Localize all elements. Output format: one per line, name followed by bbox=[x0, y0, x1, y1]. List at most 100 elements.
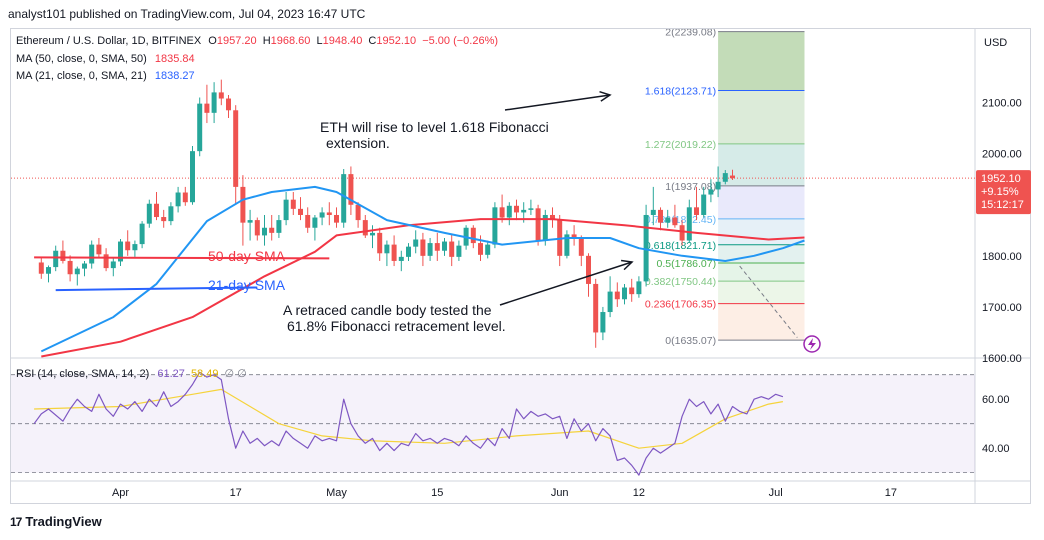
fib-level-label: 1.618(2123.71) bbox=[645, 86, 716, 98]
candle-body bbox=[614, 291, 620, 300]
fib-level-label: 1.272(2019.22) bbox=[645, 139, 716, 151]
fib-level-label: 0.5(1786.07) bbox=[657, 258, 717, 270]
low-value: 1948.40 bbox=[322, 35, 363, 47]
time-axis-label: Jul bbox=[769, 487, 783, 499]
ma50-legend: MA (50, close, 0, SMA, 50) 1835.84 bbox=[16, 53, 195, 65]
candle bbox=[614, 282, 620, 307]
candle-body bbox=[384, 244, 390, 254]
sma21-annotation-line bbox=[55, 286, 258, 292]
high-label: H bbox=[262, 35, 271, 47]
rsi-tick-label: 40.00 bbox=[982, 443, 1010, 455]
candle bbox=[708, 179, 714, 203]
candle bbox=[125, 230, 131, 256]
candle-body bbox=[629, 287, 635, 295]
candle-body bbox=[341, 174, 347, 223]
candle-body bbox=[406, 246, 411, 257]
open-value: 1957.20 bbox=[216, 35, 257, 47]
bottom-annotation-line1: A retraced candle body tested the bbox=[283, 302, 492, 318]
candle bbox=[46, 265, 51, 283]
candle-body bbox=[391, 244, 397, 261]
tradingview-logo-icon: 17 bbox=[10, 514, 22, 529]
candle bbox=[550, 207, 555, 228]
rsi-band bbox=[11, 374, 975, 473]
candle-body bbox=[67, 260, 73, 275]
candle bbox=[67, 255, 73, 282]
candle bbox=[132, 240, 138, 257]
candle bbox=[456, 240, 462, 261]
candle bbox=[636, 276, 642, 298]
candle bbox=[161, 209, 167, 228]
candle-body bbox=[478, 243, 483, 255]
candle-body bbox=[679, 225, 685, 241]
close-label: C bbox=[368, 35, 377, 47]
candle-body bbox=[578, 237, 584, 256]
candle bbox=[528, 199, 534, 215]
fib-level-label: 0(1635.07) bbox=[665, 335, 716, 347]
time-axis-label: 17 bbox=[230, 487, 242, 499]
candle bbox=[240, 175, 246, 246]
fib-zone bbox=[718, 262, 805, 282]
chart-frame bbox=[10, 28, 1031, 504]
candle bbox=[226, 94, 231, 118]
fib-level-label: 2(2239.08) bbox=[665, 27, 716, 39]
candle bbox=[370, 225, 375, 249]
candle bbox=[492, 202, 498, 249]
candle-body bbox=[636, 281, 642, 295]
candle bbox=[118, 238, 123, 267]
low-label: L bbox=[316, 35, 323, 47]
candle bbox=[197, 97, 203, 157]
time-axis-label: 12 bbox=[633, 487, 645, 499]
candle-body bbox=[434, 243, 440, 251]
candle-body bbox=[715, 181, 721, 190]
candle bbox=[74, 266, 80, 286]
candle-body bbox=[305, 214, 311, 228]
candle bbox=[514, 199, 519, 221]
candle bbox=[535, 204, 541, 246]
fib-zone bbox=[718, 31, 805, 91]
candle-body bbox=[492, 207, 498, 245]
ma21-line bbox=[40, 185, 805, 353]
fib-zone bbox=[718, 303, 805, 341]
time-axis-label: 15 bbox=[431, 487, 443, 499]
candle-body bbox=[38, 262, 44, 274]
candle-body bbox=[197, 103, 203, 152]
candle-body bbox=[146, 203, 152, 224]
candle bbox=[427, 237, 433, 261]
candle-body bbox=[521, 209, 527, 213]
candle bbox=[319, 207, 325, 226]
candle-body bbox=[139, 223, 145, 245]
candle-body bbox=[276, 220, 282, 233]
price-tick-label: 2000.00 bbox=[982, 149, 1022, 161]
candle bbox=[420, 232, 426, 267]
candle-body bbox=[103, 254, 109, 269]
candle bbox=[629, 278, 635, 302]
candle bbox=[586, 253, 591, 297]
candle-body bbox=[708, 189, 714, 195]
candle-body bbox=[456, 245, 462, 257]
candle-body bbox=[370, 232, 375, 236]
candle-body bbox=[643, 214, 649, 282]
candle-body bbox=[607, 291, 613, 313]
candle-body bbox=[499, 207, 505, 218]
candle bbox=[89, 240, 95, 269]
candle-body bbox=[650, 209, 656, 215]
rsi-pane: 40.00 60.00 bbox=[11, 371, 1010, 476]
candle-body bbox=[665, 217, 671, 223]
candle bbox=[334, 207, 339, 228]
bottom-annotation-line2: 61.8% Fibonacci retracement level. bbox=[287, 318, 506, 334]
candle bbox=[182, 186, 188, 206]
candle bbox=[377, 227, 383, 261]
candle bbox=[715, 166, 721, 198]
candle bbox=[658, 207, 663, 231]
candle-body bbox=[53, 250, 59, 268]
candle bbox=[434, 232, 440, 261]
candle bbox=[254, 217, 260, 241]
candle bbox=[506, 202, 512, 226]
candle bbox=[686, 199, 692, 244]
candle-body bbox=[96, 244, 102, 255]
candle-body bbox=[254, 220, 260, 236]
top-annotation-line1: ETH will rise to level 1.618 Fibonacci bbox=[320, 119, 549, 135]
candle-body bbox=[233, 110, 239, 187]
ma50-value: 1835.84 bbox=[154, 53, 195, 65]
